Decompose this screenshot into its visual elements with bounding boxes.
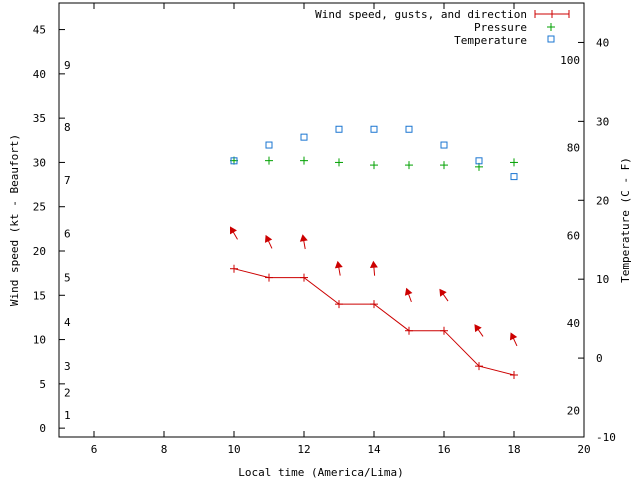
beaufort-label: 3 [64,360,71,373]
y-tick-label: 10 [33,334,46,347]
y2-tick-label: -10 [596,431,616,444]
pressure-point [370,161,378,170]
wind-speed-point [440,326,448,335]
temperature-point [370,125,378,133]
temp-f-label: 20 [567,405,580,418]
wind-direction-arrow [299,234,308,250]
temperature-point [300,133,308,141]
temp-f-label: 80 [567,142,580,155]
y2-tick-label: 20 [596,194,609,207]
x-tick-label: 16 [437,443,450,456]
ticks-layer: 6 8 10 12 14 16 18 2005101520253035404512345678… [33,3,616,456]
x-tick-label: 14 [367,443,381,456]
beaufort-label: 1 [64,409,71,422]
wind-speed-point [335,300,343,309]
wind-speed-point [300,273,308,282]
temp-f-label: 40 [567,317,580,330]
y-tick-label: 30 [33,156,46,169]
beaufort-label: 2 [64,387,71,400]
temperature-point [405,125,413,133]
y-tick-label: 40 [33,68,46,81]
y-tick-label: 35 [33,112,46,125]
wind-direction-arrow [474,324,484,337]
wind-speed-point [510,371,518,379]
beaufort-label: 5 [64,272,71,285]
pressure-point [405,161,413,170]
y2-tick-label: 30 [596,115,609,128]
y-tick-label: 25 [33,201,46,214]
pressure-point [510,158,518,167]
wind-direction-arrow [404,287,413,303]
temperature-point [335,125,343,133]
wind-speed-line [233,268,515,376]
legend: Wind speed, gusts, and direction Pressur… [315,8,570,47]
series-layer [230,125,518,379]
wind-direction-arrow [369,260,378,276]
pressure-point [300,156,308,165]
y-axis-title: Wind speed (kt - Beaufort) [8,134,21,306]
beaufort-label: 7 [64,174,71,187]
temperature-point [510,173,518,181]
legend-label-pressure: Pressure [474,21,527,34]
wind-speed-point [230,264,238,273]
x-tick-label: 10 [227,443,240,456]
x-tick-label: 18 [507,443,520,456]
temperature-point [230,157,238,165]
beaufort-label: 6 [64,227,71,240]
x-tick-label: 6 [91,443,98,456]
y-tick-label: 45 [33,24,46,37]
wind-direction-arrow [439,288,449,302]
beaufort-label: 8 [64,121,71,134]
beaufort-label: 4 [64,316,71,329]
legend-swatch-temperature [547,35,555,43]
x-tick-label: 20 [577,443,590,456]
pressure-point [335,158,343,167]
temperature-point [440,141,448,149]
legend-swatch-wind [534,10,570,18]
temp-f-label: 60 [567,229,580,242]
temperature-point [475,157,483,165]
temp-f-label: 100 [560,54,580,67]
y2-tick-label: 40 [596,36,609,49]
y-tick-label: 15 [33,289,46,302]
pressure-point [265,156,273,165]
y2-tick-label: 10 [596,273,609,286]
wind-direction-arrow [334,260,343,276]
y-tick-label: 20 [33,245,46,258]
beaufort-label: 9 [64,59,71,72]
wind-direction-arrow [509,332,518,347]
y-tick-label: 5 [39,378,46,391]
temperature-point [265,141,273,149]
wind-direction-arrow [264,234,273,249]
x-tick-label: 12 [297,443,310,456]
y-tick-label: 0 [39,422,46,435]
wind-direction-arrow [230,226,238,240]
legend-label-wind: Wind speed, gusts, and direction [315,8,527,21]
wind-speed-point [370,300,378,309]
legend-label-temperature: Temperature [454,34,527,47]
wind-speed-point [475,362,483,371]
x-tick-label: 8 [161,443,168,456]
plot-frame [58,2,585,438]
legend-swatch-pressure [547,23,555,31]
wind-speed-point [405,326,413,335]
y2-tick-label: 0 [596,352,603,365]
x-axis-title: Local time (America/Lima) [238,466,404,479]
pressure-point [440,161,448,170]
y2-axis-title: Temperature (C - F) [619,157,632,283]
wind-speed-point [265,273,273,282]
